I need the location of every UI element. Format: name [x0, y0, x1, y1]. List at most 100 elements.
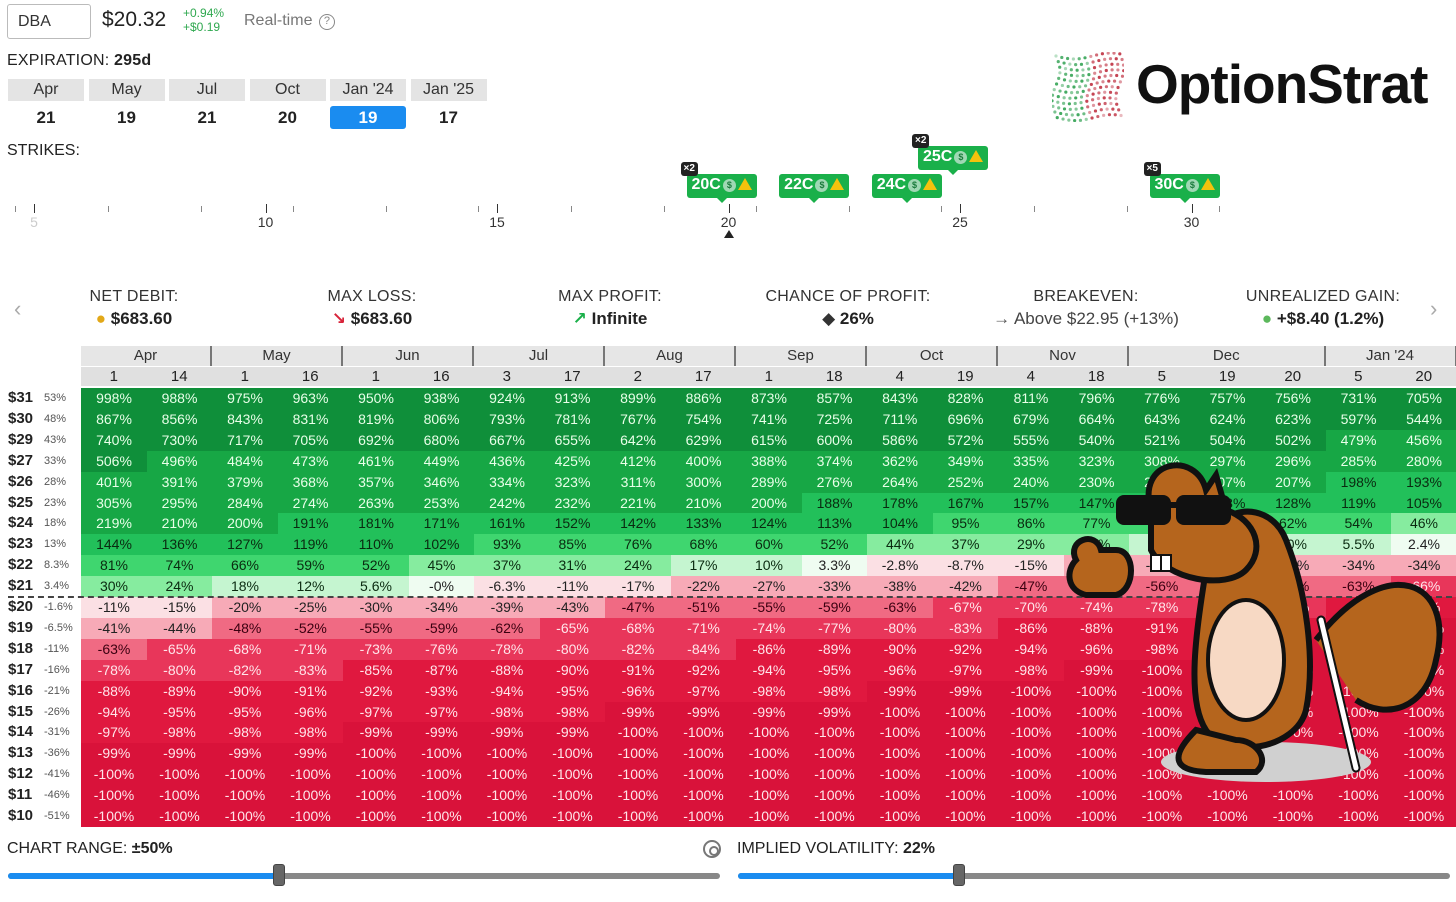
heatmap-cell[interactable]: 280% — [1391, 450, 1456, 473]
heatmap-cell[interactable]: 124% — [736, 513, 802, 535]
heatmap-cell[interactable]: 502% — [1260, 429, 1326, 452]
heatmap-cell[interactable]: 284% — [212, 492, 278, 514]
heatmap-cell[interactable]: -95% — [146, 701, 213, 723]
heatmap-cell[interactable]: -56% — [1129, 576, 1195, 598]
heatmap-cell[interactable]: 412% — [605, 450, 671, 473]
heatmap-cell[interactable]: 144% — [81, 534, 147, 556]
heatmap-cell[interactable]: 127% — [212, 534, 278, 556]
heatmap-cell[interactable]: 374% — [801, 450, 868, 473]
heatmap-cell[interactable]: -100% — [932, 806, 999, 828]
heatmap-cell[interactable]: 54% — [1325, 513, 1392, 535]
heatmap-cell[interactable]: -95% — [212, 701, 278, 723]
heatmap-cell[interactable]: 667% — [474, 429, 540, 452]
heatmap-cell[interactable]: 425% — [539, 450, 606, 473]
heatmap-cell[interactable]: 45% — [408, 555, 475, 577]
heatmap-cell[interactable]: -96% — [1063, 638, 1130, 661]
heatmap-cell[interactable]: 988% — [146, 388, 213, 410]
heatmap-cell[interactable]: 17% — [670, 555, 737, 577]
heatmap-cell[interactable]: -100% — [1129, 701, 1195, 723]
stats-next-arrow-icon[interactable]: › — [1430, 296, 1438, 321]
heatmap-cell[interactable]: 388% — [736, 450, 802, 473]
heatmap-cell[interactable]: 12% — [277, 576, 344, 598]
heatmap-cell[interactable]: 152% — [539, 513, 606, 535]
heatmap-cell[interactable]: -93% — [408, 680, 475, 702]
heatmap-cell[interactable]: -100% — [670, 722, 737, 744]
heatmap-cell[interactable]: -55% — [736, 597, 802, 619]
heatmap-cell[interactable]: 119% — [277, 534, 344, 556]
heatmap-cell[interactable]: -100% — [474, 785, 540, 807]
expiration-day[interactable]: 21 — [36, 108, 56, 127]
heatmap-cell[interactable]: -100% — [801, 743, 868, 765]
heatmap-cell[interactable]: 504% — [1194, 429, 1261, 452]
help-icon[interactable]: ? — [318, 14, 335, 30]
heatmap-cell[interactable]: -94% — [81, 701, 147, 723]
expiration-day[interactable]: 20 — [278, 108, 297, 127]
heatmap-cell[interactable]: 679% — [998, 408, 1064, 431]
heatmap-cell[interactable]: 52% — [801, 534, 868, 556]
heatmap-cell[interactable]: -99% — [343, 722, 409, 744]
heatmap-cell[interactable]: 781% — [539, 408, 606, 431]
heatmap-cell[interactable]: -96% — [605, 680, 671, 702]
expiration-month[interactable]: Jan '25 — [410, 79, 487, 101]
heatmap-cell[interactable]: -98% — [539, 701, 606, 723]
heatmap-cell[interactable]: -78% — [81, 659, 147, 682]
heatmap-cell[interactable]: -100% — [1129, 722, 1195, 744]
heatmap-cell[interactable]: 544% — [1391, 408, 1456, 431]
heatmap-cell[interactable]: 263% — [343, 492, 409, 514]
heatmap-cell[interactable]: 76% — [605, 534, 671, 556]
heatmap-cell[interactable]: 66% — [212, 555, 278, 577]
heatmap-cell[interactable]: 52% — [343, 555, 409, 577]
heatmap-cell[interactable]: -77% — [801, 617, 868, 640]
heatmap-cell[interactable]: -94% — [736, 659, 802, 682]
heatmap-cell[interactable]: -100% — [408, 806, 475, 828]
heatmap-cell[interactable]: 615% — [736, 429, 802, 452]
heatmap-cell[interactable]: -15% — [998, 555, 1064, 577]
heatmap-cell[interactable]: -34% — [408, 597, 475, 619]
heatmap-cell[interactable]: 400% — [670, 450, 737, 473]
heatmap-cell[interactable]: 74% — [146, 555, 213, 577]
chart-range-slider-thumb[interactable] — [272, 864, 285, 886]
heatmap-cell[interactable]: 230% — [1063, 471, 1130, 493]
heatmap-cell[interactable]: 629% — [670, 429, 737, 452]
heatmap-cell[interactable]: -100% — [605, 743, 671, 765]
heatmap-cell[interactable]: -100% — [81, 785, 147, 807]
heatmap-cell[interactable]: 105% — [1391, 492, 1456, 514]
heatmap-cell[interactable]: 37% — [474, 555, 540, 577]
heatmap-cell[interactable]: -100% — [1063, 785, 1130, 807]
heatmap-cell[interactable]: 252% — [932, 471, 999, 493]
heatmap-cell[interactable]: 133% — [670, 513, 737, 535]
heatmap-cell[interactable]: -59% — [408, 617, 475, 640]
heatmap-cell[interactable]: 207% — [1260, 471, 1326, 493]
heatmap-cell[interactable]: -82% — [605, 638, 671, 661]
heatmap-cell[interactable]: -89% — [801, 638, 868, 661]
heatmap-cell[interactable]: -2.8% — [867, 555, 933, 577]
heatmap-cell[interactable]: 741% — [736, 408, 802, 431]
heatmap-cell[interactable]: -98% — [212, 722, 278, 744]
heatmap-cell[interactable]: 456% — [1391, 429, 1456, 452]
strike-tag-30c[interactable]: 30C $ — [1149, 174, 1220, 203]
heatmap-cell[interactable]: 29% — [998, 534, 1064, 556]
heatmap-cell[interactable]: -100% — [801, 785, 868, 807]
heatmap-cell[interactable]: -91% — [605, 659, 671, 682]
heatmap-cell[interactable]: 391% — [146, 471, 213, 493]
heatmap-cell[interactable]: 5.5% — [1325, 534, 1392, 556]
heatmap-cell[interactable]: 643% — [1129, 408, 1195, 431]
expiration-day[interactable]: 17 — [439, 108, 458, 127]
heatmap-cell[interactable]: -51% — [670, 597, 737, 619]
heatmap-cell[interactable]: 756% — [1260, 388, 1326, 410]
heatmap-cell[interactable]: -27% — [736, 576, 802, 598]
heatmap-cell[interactable]: -100% — [1260, 806, 1326, 828]
heatmap-cell[interactable]: 24% — [605, 555, 671, 577]
realtime-indicator[interactable]: Real-time ? — [244, 12, 335, 30]
heatmap-cell[interactable]: 274% — [277, 492, 344, 514]
heatmap-cell[interactable]: -99% — [81, 743, 147, 765]
heatmap-cell[interactable]: -100% — [998, 743, 1064, 765]
heatmap-cell[interactable]: 886% — [670, 388, 737, 410]
heatmap-cell[interactable]: -100% — [146, 764, 213, 786]
heatmap-cell[interactable]: -98% — [736, 680, 802, 702]
heatmap-cell[interactable]: 436% — [474, 450, 540, 473]
heatmap-cell[interactable]: -80% — [146, 659, 213, 682]
heatmap-cell[interactable]: 210% — [670, 492, 737, 514]
heatmap-cell[interactable]: -100% — [605, 806, 671, 828]
heatmap-cell[interactable]: 401% — [81, 471, 147, 493]
